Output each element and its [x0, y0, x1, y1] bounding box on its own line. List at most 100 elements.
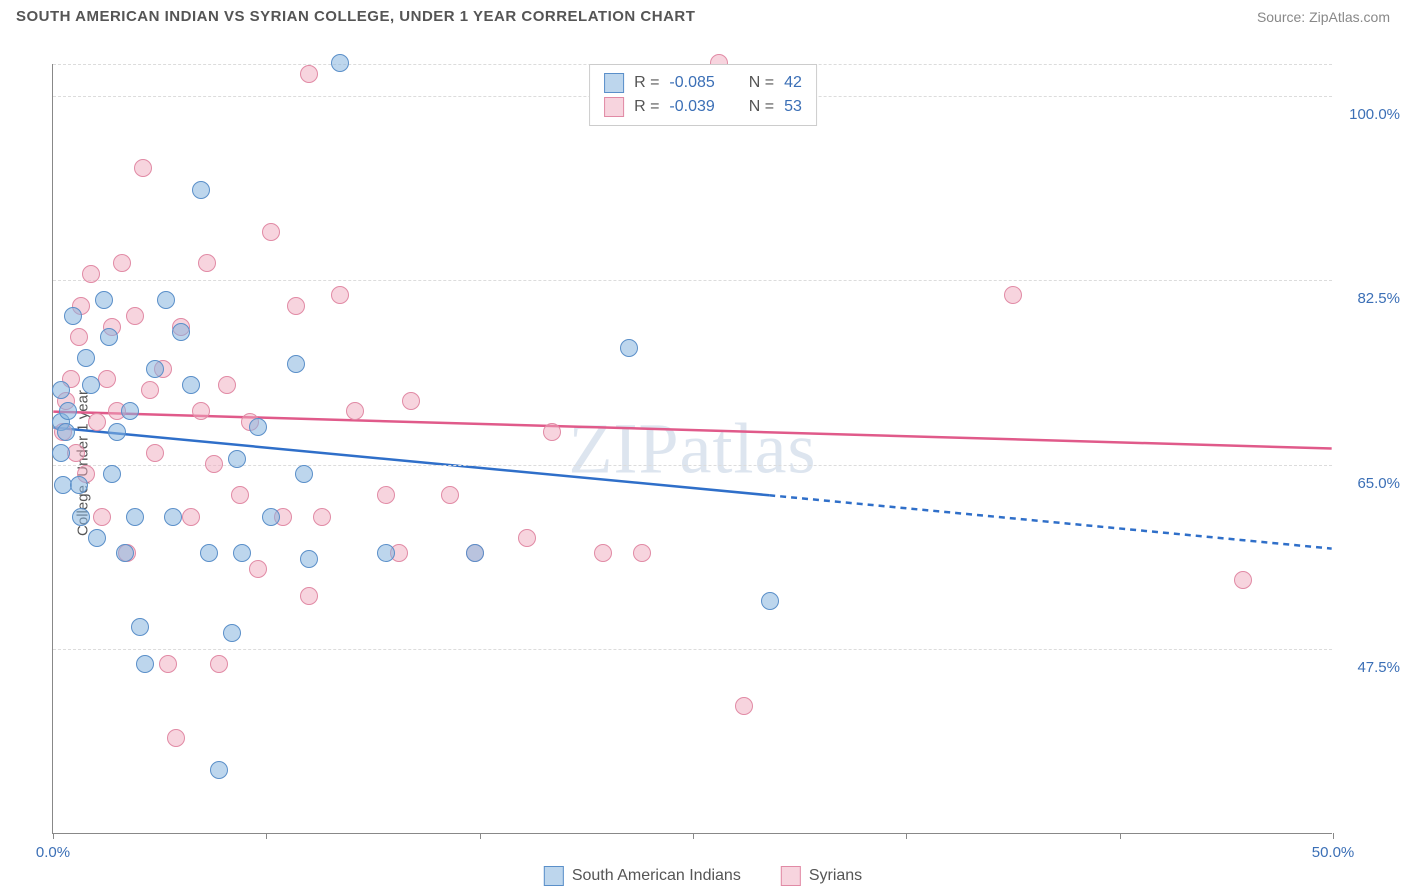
- scatter-point-pink: [633, 544, 651, 562]
- regression-line-blue: [53, 427, 769, 495]
- scatter-point-pink: [735, 697, 753, 715]
- regression-line-blue-dashed: [769, 495, 1331, 548]
- x-tick: [266, 833, 267, 839]
- scatter-point-pink: [518, 529, 536, 547]
- legend-r-label: R =: [634, 74, 659, 92]
- legend-n-label: N =: [749, 74, 774, 92]
- chart-header: SOUTH AMERICAN INDIAN VS SYRIAN COLLEGE,…: [0, 0, 1406, 29]
- scatter-point-pink: [134, 159, 152, 177]
- scatter-point-blue: [192, 181, 210, 199]
- series-label: South American Indians: [572, 867, 741, 885]
- x-tick: [480, 833, 481, 839]
- series-legend: South American Indians Syrians: [544, 866, 862, 886]
- watermark-text: ZIPatlas: [569, 407, 817, 490]
- scatter-point-blue: [57, 423, 75, 441]
- y-tick-label: 65.0%: [1340, 475, 1400, 492]
- scatter-point-blue: [287, 355, 305, 373]
- scatter-point-blue: [761, 592, 779, 610]
- scatter-point-blue: [146, 360, 164, 378]
- legend-n-value: 42: [784, 74, 802, 92]
- scatter-point-pink: [594, 544, 612, 562]
- scatter-point-blue: [88, 529, 106, 547]
- scatter-point-pink: [402, 392, 420, 410]
- scatter-point-pink: [441, 486, 459, 504]
- scatter-point-blue: [100, 328, 118, 346]
- x-tick-label: 50.0%: [1312, 844, 1355, 861]
- scatter-point-pink: [218, 376, 236, 394]
- scatter-point-pink: [113, 254, 131, 272]
- y-tick-label: 100.0%: [1340, 106, 1400, 123]
- scatter-point-blue: [249, 418, 267, 436]
- scatter-point-pink: [300, 587, 318, 605]
- x-tick: [1333, 833, 1334, 839]
- scatter-point-pink: [70, 328, 88, 346]
- scatter-point-blue: [126, 508, 144, 526]
- y-tick-label: 82.5%: [1340, 290, 1400, 307]
- scatter-point-pink: [210, 655, 228, 673]
- x-tick: [693, 833, 694, 839]
- scatter-point-blue: [95, 291, 113, 309]
- scatter-point-blue: [59, 402, 77, 420]
- chart-title: SOUTH AMERICAN INDIAN VS SYRIAN COLLEGE,…: [16, 8, 695, 25]
- gridline: [53, 465, 1332, 466]
- source-attribution: Source: ZipAtlas.com: [1257, 9, 1390, 25]
- scatter-point-blue: [108, 423, 126, 441]
- gridline: [53, 649, 1332, 650]
- scatter-point-blue: [182, 376, 200, 394]
- scatter-point-blue: [52, 381, 70, 399]
- plot-area: ZIPatlas 47.5%65.0%82.5%100.0%0.0%50.0%: [52, 64, 1332, 834]
- scatter-point-pink: [126, 307, 144, 325]
- scatter-point-blue: [377, 544, 395, 562]
- scatter-point-pink: [159, 655, 177, 673]
- series-legend-item: South American Indians: [544, 866, 741, 886]
- scatter-point-blue: [136, 655, 154, 673]
- scatter-point-blue: [121, 402, 139, 420]
- legend-r-label: R =: [634, 98, 659, 116]
- legend-n-label: N =: [749, 98, 774, 116]
- scatter-point-pink: [141, 381, 159, 399]
- scatter-point-pink: [67, 444, 85, 462]
- scatter-point-blue: [116, 544, 134, 562]
- correlation-legend: R =-0.085N =42R =-0.039N =53: [589, 64, 817, 126]
- scatter-point-pink: [93, 508, 111, 526]
- scatter-point-pink: [331, 286, 349, 304]
- legend-swatch: [604, 97, 624, 117]
- scatter-point-blue: [295, 465, 313, 483]
- regression-lines-svg: [53, 64, 1332, 833]
- scatter-point-pink: [313, 508, 331, 526]
- scatter-point-pink: [146, 444, 164, 462]
- series-legend-item: Syrians: [781, 866, 862, 886]
- scatter-point-pink: [300, 65, 318, 83]
- scatter-point-pink: [262, 223, 280, 241]
- scatter-point-pink: [82, 265, 100, 283]
- scatter-point-blue: [228, 450, 246, 468]
- scatter-point-pink: [231, 486, 249, 504]
- scatter-point-pink: [98, 370, 116, 388]
- scatter-point-blue: [103, 465, 121, 483]
- scatter-point-blue: [77, 349, 95, 367]
- scatter-point-blue: [262, 508, 280, 526]
- gridline: [53, 280, 1332, 281]
- scatter-point-blue: [157, 291, 175, 309]
- legend-r-value: -0.039: [669, 98, 714, 116]
- scatter-point-pink: [543, 423, 561, 441]
- scatter-point-blue: [300, 550, 318, 568]
- scatter-point-blue: [131, 618, 149, 636]
- scatter-point-pink: [249, 560, 267, 578]
- scatter-point-blue: [331, 54, 349, 72]
- scatter-point-blue: [466, 544, 484, 562]
- scatter-point-blue: [64, 307, 82, 325]
- scatter-point-pink: [167, 729, 185, 747]
- legend-r-value: -0.085: [669, 74, 714, 92]
- scatter-point-pink: [182, 508, 200, 526]
- scatter-point-blue: [223, 624, 241, 642]
- legend-row: R = -0.085 N = 42: [604, 71, 802, 95]
- legend-swatch: [604, 73, 624, 93]
- scatter-point-pink: [377, 486, 395, 504]
- scatter-point-pink: [198, 254, 216, 272]
- scatter-point-blue: [70, 476, 88, 494]
- legend-swatch: [781, 866, 801, 886]
- scatter-point-pink: [346, 402, 364, 420]
- series-label: Syrians: [809, 867, 862, 885]
- scatter-point-blue: [210, 761, 228, 779]
